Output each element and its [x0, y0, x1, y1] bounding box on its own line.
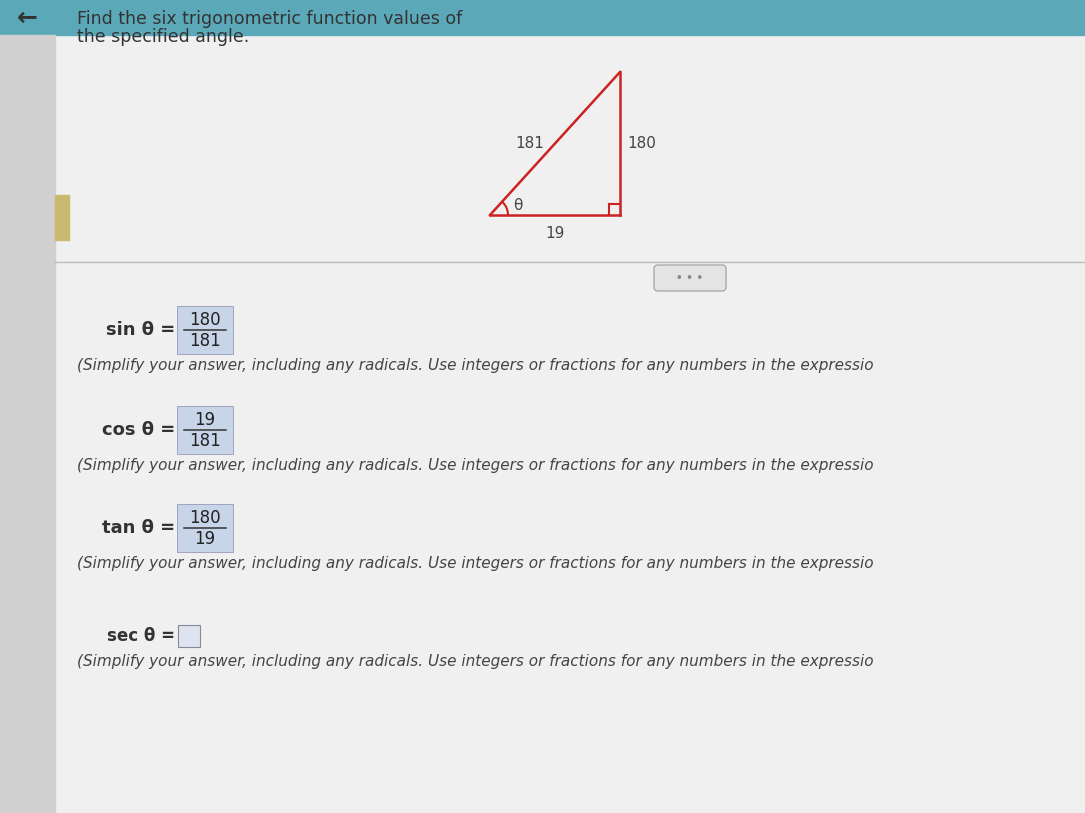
- Text: (Simplify your answer, including any radicals. Use integers or fractions for any: (Simplify your answer, including any rad…: [77, 654, 873, 669]
- Text: 19: 19: [546, 225, 564, 241]
- Text: • • •: • • •: [676, 273, 703, 283]
- FancyBboxPatch shape: [177, 306, 233, 354]
- Text: 180: 180: [627, 136, 656, 150]
- Text: sin θ =: sin θ =: [105, 321, 175, 339]
- Text: θ: θ: [513, 198, 523, 212]
- Text: (Simplify your answer, including any radicals. Use integers or fractions for any: (Simplify your answer, including any rad…: [77, 556, 873, 571]
- Text: ←: ←: [17, 6, 38, 29]
- Text: 19: 19: [194, 411, 216, 429]
- Text: (Simplify your answer, including any radicals. Use integers or fractions for any: (Simplify your answer, including any rad…: [77, 458, 873, 473]
- Text: 181: 181: [189, 432, 221, 450]
- Text: 19: 19: [194, 530, 216, 548]
- Text: 180: 180: [189, 509, 221, 527]
- Text: tan θ =: tan θ =: [102, 519, 175, 537]
- Text: cos θ =: cos θ =: [102, 421, 175, 439]
- Bar: [0, 0, 1085, 35]
- Bar: [0, 35, 55, 813]
- Text: Find the six trigonometric function values of: Find the six trigonometric function valu…: [77, 10, 462, 28]
- Text: 180: 180: [189, 311, 221, 329]
- FancyBboxPatch shape: [177, 504, 233, 552]
- Text: 181: 181: [189, 332, 221, 350]
- Text: sec θ =: sec θ =: [107, 627, 175, 645]
- Bar: [55, 195, 69, 240]
- FancyBboxPatch shape: [178, 625, 200, 647]
- Text: (Simplify your answer, including any radicals. Use integers or fractions for any: (Simplify your answer, including any rad…: [77, 358, 873, 373]
- FancyBboxPatch shape: [654, 265, 726, 291]
- Text: the specified angle.: the specified angle.: [77, 28, 250, 46]
- FancyBboxPatch shape: [177, 406, 233, 454]
- Text: 181: 181: [515, 136, 545, 151]
